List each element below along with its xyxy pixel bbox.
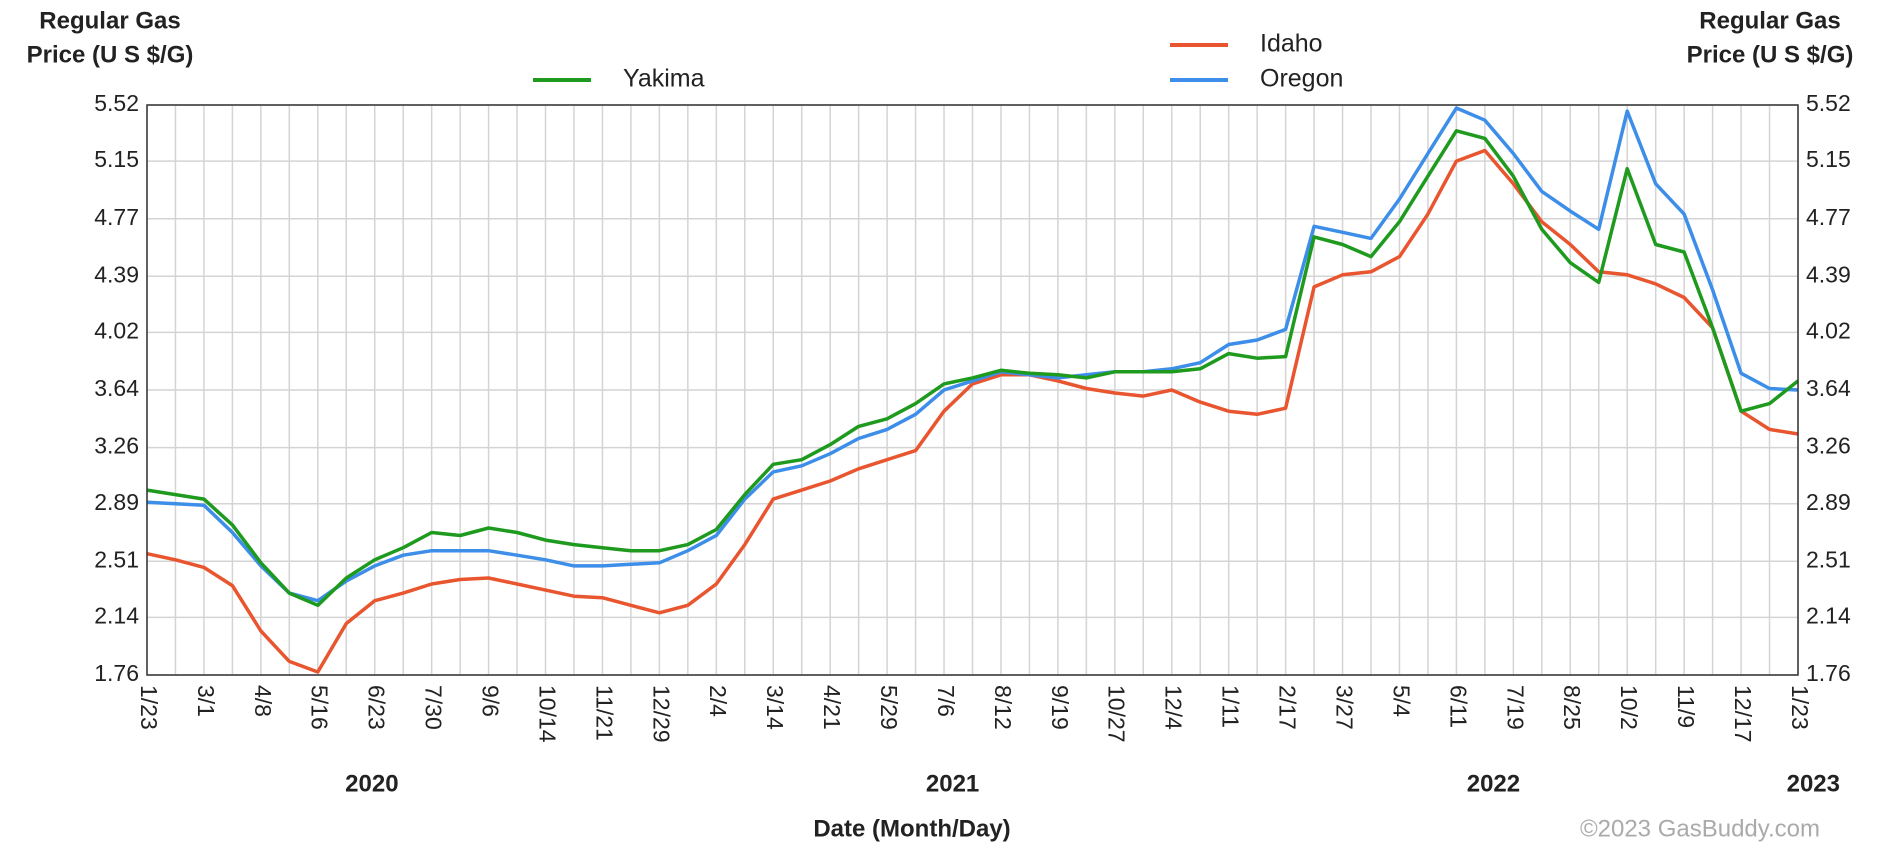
y2-tick-label: 4.02	[1806, 317, 1851, 343]
y-tick-label: 3.64	[94, 375, 139, 401]
x-tick-label: 10/2	[1616, 685, 1642, 730]
x-tick-label: 7/6	[933, 685, 959, 717]
x-tick-label: 4/21	[819, 685, 845, 730]
y2-tick-label: 1.76	[1806, 660, 1851, 686]
x-tick-label: 3/14	[762, 685, 788, 730]
credit: ©2023 GasBuddy.com	[1580, 815, 1820, 842]
y-tick-label: 4.39	[94, 261, 139, 287]
x-tick-label: 10/27	[1104, 685, 1130, 743]
y-axis-label: Regular Gas	[39, 7, 180, 34]
x-tick-label: 4/8	[250, 685, 276, 717]
y-tick-label: 3.26	[94, 433, 139, 459]
x-tick-label: 12/29	[648, 685, 674, 743]
y-tick-label: 2.89	[94, 489, 139, 515]
x-tick-label: 1/11	[1218, 685, 1244, 728]
x-axis-label: Date (Month/Day)	[813, 815, 1010, 842]
x-tick-label: 2/17	[1275, 685, 1301, 730]
series-line	[146, 129, 1800, 608]
x-tick-label: 12/4	[1161, 685, 1187, 730]
series-line	[146, 106, 1799, 603]
y-tick-label: 5.52	[94, 90, 139, 116]
x-tick-label: 5/16	[307, 685, 333, 730]
y-tick-label: 5.15	[94, 146, 139, 172]
y-tick-label: 2.14	[94, 602, 139, 628]
x-tick-label: 8/12	[990, 685, 1016, 730]
y2-tick-label: 2.51	[1806, 546, 1851, 572]
y-tick-label: 4.77	[94, 204, 139, 230]
x-tick-label: 2/4	[705, 685, 731, 717]
x-tick-label: 8/25	[1559, 685, 1585, 730]
x-tick-label: 3/27	[1331, 685, 1357, 730]
y2-tick-label: 3.64	[1806, 375, 1851, 401]
y2-axis-label: Price (U S $/G)	[1687, 41, 1854, 68]
x-tick-label: 5/29	[876, 685, 902, 730]
year-label: 2021	[926, 770, 979, 797]
year-label: 2020	[345, 770, 398, 797]
x-tick-label: 3/1	[193, 685, 219, 717]
x-tick-label: 11/9	[1673, 685, 1699, 728]
plot-frame	[146, 104, 1799, 676]
y2-tick-label: 4.77	[1806, 204, 1851, 230]
x-tick-label: 1/23	[136, 685, 162, 730]
y-axis-label: Price (U S $/G)	[27, 41, 194, 68]
y2-tick-label: 4.39	[1806, 261, 1851, 287]
x-tick-label: 12/17	[1730, 685, 1756, 743]
legend-label: Yakima	[623, 65, 705, 93]
y-tick-label: 2.51	[94, 546, 139, 572]
x-tick-label: 9/19	[1047, 685, 1073, 730]
x-tick-label: 7/30	[421, 685, 447, 730]
x-tick-label: 10/14	[534, 685, 560, 743]
legend-label: Oregon	[1260, 65, 1343, 93]
y-tick-label: 4.02	[94, 317, 139, 343]
x-tick-label: 6/11	[1445, 685, 1471, 728]
x-tick-label: 9/6	[478, 685, 504, 717]
x-tick-label: 7/19	[1502, 685, 1528, 730]
y2-tick-label: 3.26	[1806, 433, 1851, 459]
legend-label: Idaho	[1260, 30, 1323, 58]
y-tick-label: 1.76	[94, 660, 139, 686]
y2-axis-label: Regular Gas	[1699, 7, 1840, 34]
y2-tick-label: 5.52	[1806, 90, 1851, 116]
x-tick-label: 5/4	[1388, 685, 1414, 717]
x-tick-label: 1/23	[1787, 685, 1813, 730]
x-tick-label: 6/23	[364, 685, 390, 730]
y2-tick-label: 2.89	[1806, 489, 1851, 515]
y2-tick-label: 5.15	[1806, 146, 1851, 172]
year-label: 2022	[1467, 770, 1520, 797]
year-label: 2023	[1787, 770, 1840, 797]
y2-tick-label: 2.14	[1806, 602, 1851, 628]
x-tick-label: 11/21	[591, 685, 617, 741]
